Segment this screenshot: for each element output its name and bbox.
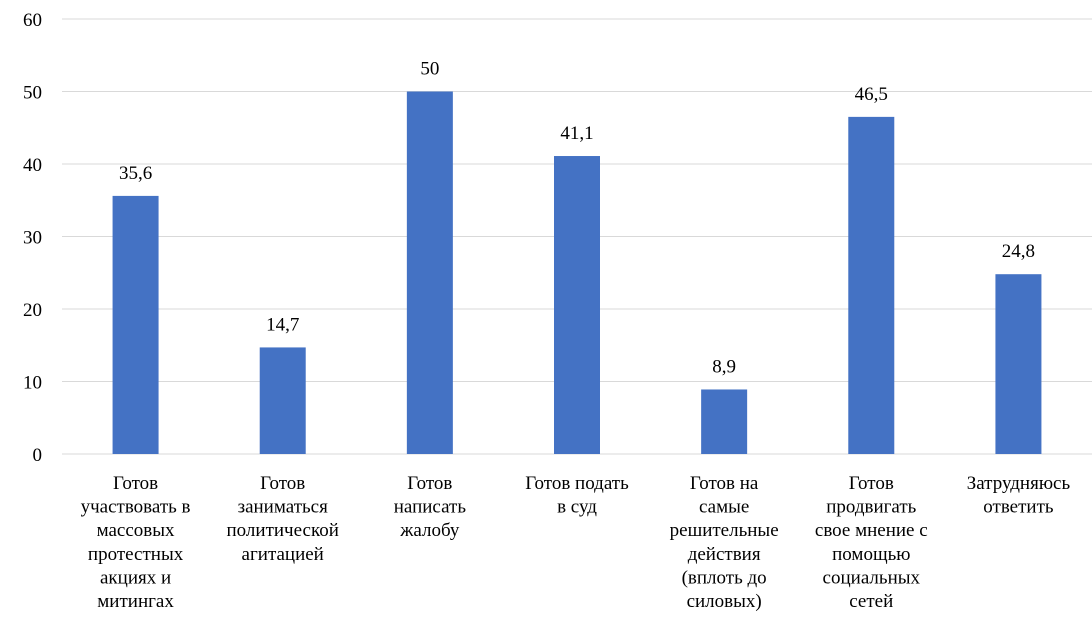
category-label-line: Готов <box>260 473 305 494</box>
category-label: Готов продвигать свое мнение с помощью социа… <box>815 473 928 612</box>
category-label-line: сетей <box>849 591 893 612</box>
category-label-line: (вплоть до <box>682 567 767 588</box>
y-tick-label: 20 <box>23 300 42 321</box>
category-label-line: жалобу <box>399 520 460 541</box>
category-label-line: самые <box>699 497 749 518</box>
category-label-line: ответить <box>983 497 1054 518</box>
category-label-line: агитацией <box>242 544 324 565</box>
category-label-line: свое мнение с <box>815 520 928 541</box>
y-tick-label: 60 <box>23 10 42 31</box>
data-label: 35,6 <box>119 163 152 184</box>
data-label: 50 <box>420 59 439 80</box>
category-label-line: протестных <box>88 544 184 565</box>
category-label-line: Готов <box>113 473 158 494</box>
category-label-line: Готов подать <box>525 473 629 494</box>
category-label-line: Затрудняюсь <box>967 473 1071 494</box>
bar <box>259 347 306 454</box>
category-label-line: действия <box>688 544 761 565</box>
category-label-line: акциях и <box>100 567 171 588</box>
category-label-line: массовых <box>97 520 175 541</box>
data-label: 46,5 <box>855 84 888 105</box>
data-label: 41,1 <box>560 123 593 144</box>
bar <box>701 389 748 454</box>
category-label-line: продвигать <box>826 497 916 518</box>
data-label: 24,8 <box>1002 241 1035 262</box>
y-tick-label: 30 <box>23 228 42 249</box>
category-label: Готов написать жалобу <box>394 473 467 541</box>
data-labels: 35,6 14,7 50 41,1 8,9 46,5 24,8 <box>119 59 1035 378</box>
y-axis-ticks: 0 10 20 30 40 50 60 <box>23 10 42 466</box>
category-label-line: решительные <box>670 520 779 541</box>
y-tick-label: 50 <box>23 83 42 104</box>
category-label: Готов участвовать в массовых протестных акци… <box>81 473 191 612</box>
bar <box>406 91 453 454</box>
category-label-line: в суд <box>557 497 597 518</box>
data-label: 14,7 <box>266 314 299 335</box>
category-label-line: участвовать в <box>81 497 191 518</box>
category-label-line: силовых) <box>687 591 762 612</box>
bar <box>848 116 895 454</box>
bars <box>112 91 1042 454</box>
category-labels: Готов участвовать в массовых протестных акци… <box>81 473 1071 612</box>
category-label-line: Готов <box>849 473 894 494</box>
category-label-line: Готов на <box>690 473 759 494</box>
bar <box>554 156 600 454</box>
category-label-line: написать <box>394 497 467 518</box>
category-label: Готов заниматься политической агитацией <box>227 473 339 565</box>
y-tick-label: 0 <box>33 445 43 466</box>
category-label-line: политической <box>227 520 339 541</box>
category-label-line: митингах <box>97 591 174 612</box>
bar <box>112 195 159 454</box>
bar <box>995 274 1042 454</box>
category-label: Готов подать в суд <box>525 473 629 518</box>
category-label-line: Готов <box>407 473 452 494</box>
y-tick-label: 10 <box>23 373 42 394</box>
category-label: Готов на самые решительные действия (вплоть … <box>670 473 779 612</box>
category-label: Затрудняюсь ответить <box>967 473 1071 518</box>
data-label: 8,9 <box>712 356 736 377</box>
y-tick-label: 40 <box>23 155 42 176</box>
category-label-line: помощью <box>832 544 910 565</box>
category-label-line: социальных <box>823 567 921 588</box>
category-label-line: заниматься <box>238 497 329 518</box>
